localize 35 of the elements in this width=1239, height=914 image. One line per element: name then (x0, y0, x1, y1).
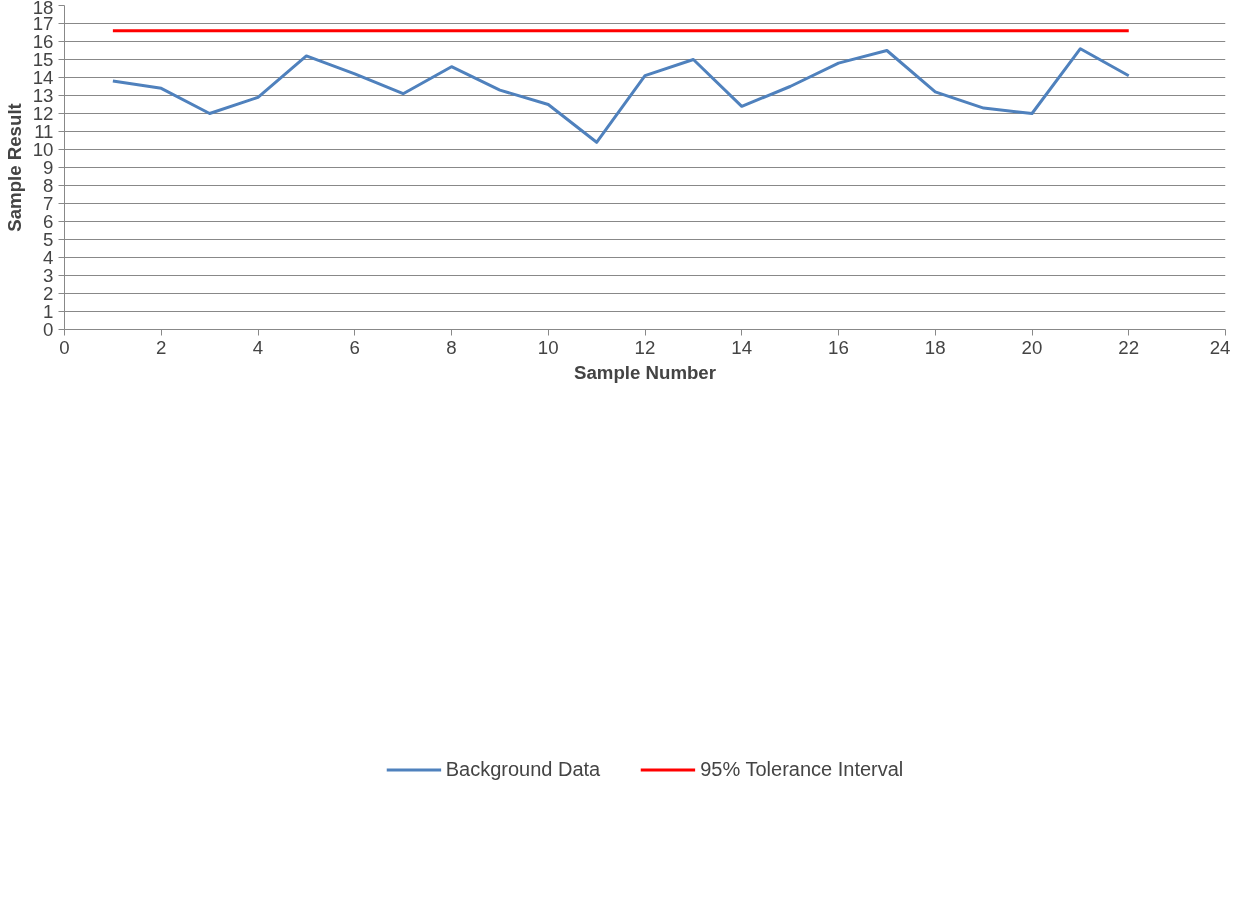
x-axis-title: Sample Number (573, 361, 717, 383)
x-tick-label: 8 (446, 336, 457, 358)
x-tick-label: 20 (1021, 336, 1043, 358)
x-tick-label: 18 (924, 336, 946, 358)
y-tick-label: 3 (43, 265, 54, 286)
x-tick-label: 16 (828, 336, 849, 358)
y-tick-label: 13 (32, 85, 54, 106)
x-tick-label: 10 (537, 336, 559, 358)
y-tick-label: 7 (43, 193, 54, 214)
line-series (111, 47, 1131, 144)
y-tick-label: 15 (32, 49, 54, 70)
y-tick-label: 14 (32, 67, 54, 88)
legend-label: 95% Tolerance Interval (700, 757, 904, 781)
y-tick-label: 10 (32, 139, 54, 160)
x-tick-label: 14 (731, 336, 753, 358)
x-tick-label: 0 (59, 336, 70, 358)
y-tick-label: 5 (43, 229, 54, 250)
y-tick-label: 12 (32, 103, 54, 124)
y-tick-label: 1 (43, 301, 54, 322)
y-tick-label: 0 (43, 319, 54, 340)
x-tick-label: 22 (1118, 336, 1140, 358)
y-tick-label: 2 (43, 283, 54, 304)
x-tick-label: 12 (634, 336, 656, 358)
x-tick-label: 2 (156, 336, 167, 358)
y-axis-title: Sample Result (3, 103, 25, 232)
y-tick-label: 9 (43, 157, 54, 178)
x-tick-label: 24 (1209, 336, 1231, 358)
legend-label: Background Data (445, 757, 601, 781)
x-tick-label: 6 (349, 336, 360, 358)
y-tick-label: 11 (34, 121, 54, 142)
y-tick-label: 6 (43, 211, 54, 232)
y-tick-label: 16 (32, 31, 54, 52)
y-tick-label: 8 (43, 175, 54, 196)
x-tick-label: 4 (252, 336, 264, 358)
y-tick-label: 4 (43, 247, 54, 268)
